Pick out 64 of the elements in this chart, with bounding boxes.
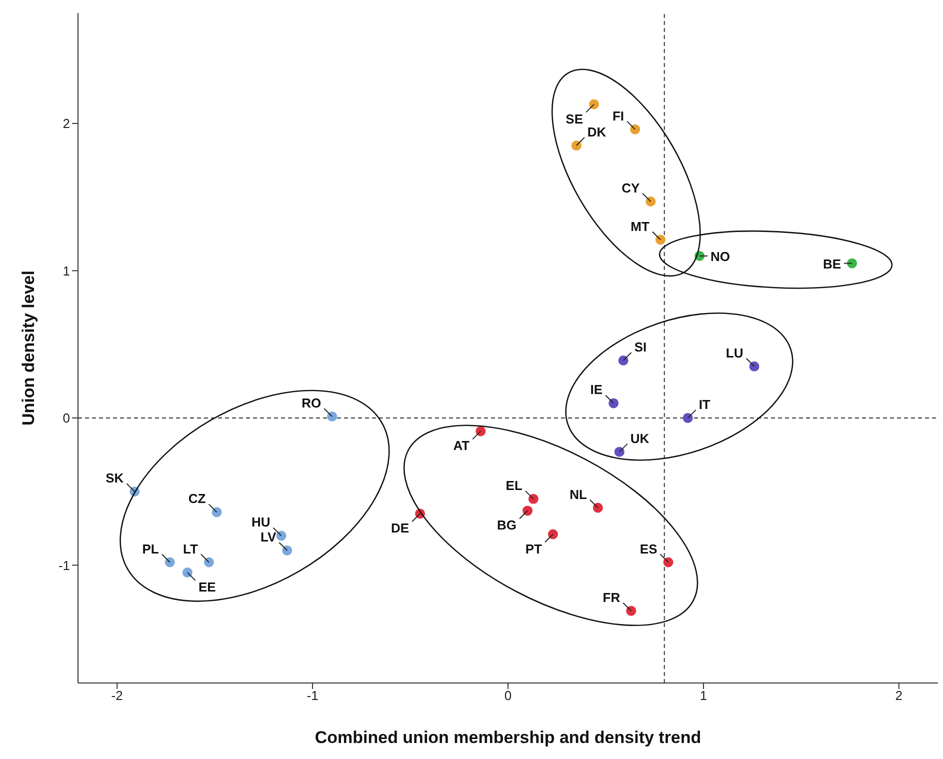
x-axis-title: Combined union membership and density trend [314, 728, 702, 747]
data-label: NO [710, 248, 730, 264]
x-tick-label: -2 [111, 688, 123, 704]
data-label: BE [822, 256, 842, 272]
point [682, 412, 693, 423]
data-label: SE [566, 111, 584, 126]
point [749, 361, 760, 372]
point [282, 545, 292, 556]
x-tick-label: 2 [895, 688, 903, 704]
y-tick-label: 0 [62, 410, 70, 426]
point [589, 99, 599, 110]
x-tick-label: -1 [306, 688, 318, 704]
data-label: ES [640, 541, 658, 556]
data-label: CY [622, 180, 640, 196]
y-tick-label: -1 [58, 558, 70, 573]
data-label: DE [390, 520, 410, 536]
data-label: CZ [188, 491, 206, 506]
data-label: EL [506, 478, 522, 493]
point [630, 124, 640, 134]
point [204, 557, 214, 568]
point [663, 557, 674, 568]
data-label: DK [587, 124, 607, 140]
point [618, 356, 628, 366]
data-label: PT [525, 541, 542, 556]
data-label: LU [726, 345, 744, 360]
data-label: RO [302, 395, 322, 410]
data-label: FI [612, 108, 624, 124]
point [608, 398, 619, 408]
point [212, 507, 222, 518]
y-axis-title: Union density level [19, 270, 38, 426]
data-label: UK [630, 430, 650, 446]
data-label: NL [570, 486, 587, 502]
data-label: HU [251, 514, 270, 530]
x-tick-label: 0 [504, 688, 512, 704]
data-label: MT [630, 218, 650, 234]
point [592, 502, 603, 513]
data-label: LV [260, 529, 276, 544]
point [655, 234, 666, 245]
point [182, 568, 192, 578]
data-label: PL [142, 541, 159, 556]
point [847, 258, 857, 268]
point [522, 506, 533, 516]
point [276, 530, 286, 541]
data-label: SK [106, 470, 124, 486]
data-label: IT [698, 396, 710, 412]
data-label: IE [590, 382, 603, 398]
point [164, 557, 175, 568]
data-label: EE [198, 580, 216, 595]
data-label: BG [497, 518, 517, 533]
point [646, 196, 656, 206]
y-tick-label: 1 [62, 263, 70, 278]
data-label: FR [602, 590, 621, 605]
data-label: LT [183, 541, 198, 556]
point [327, 411, 338, 422]
y-tick-label: 2 [62, 116, 70, 132]
data-label: AT [453, 438, 470, 454]
data-label: SI [634, 340, 647, 355]
point [571, 140, 582, 151]
point [626, 606, 636, 616]
point [528, 494, 538, 504]
x-tick-label: 1 [700, 688, 708, 704]
point [614, 446, 624, 457]
point [548, 529, 558, 540]
point [476, 426, 486, 436]
